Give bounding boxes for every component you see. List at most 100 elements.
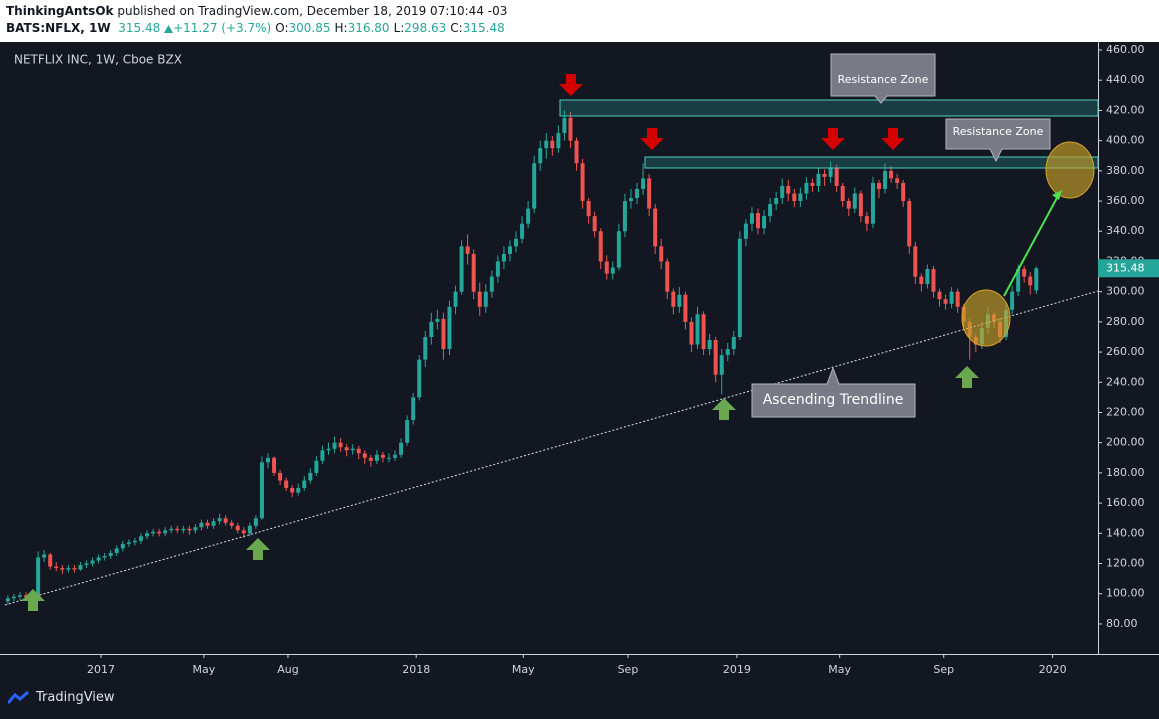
x-tick-label: Aug [277, 663, 298, 676]
candle-body [423, 336, 428, 360]
candle-body [931, 269, 936, 292]
candle-body [362, 453, 367, 458]
callout [945, 118, 1051, 163]
candle-body [368, 457, 373, 461]
ohlc-value: 315.48 [462, 21, 505, 35]
candle-body [749, 213, 754, 224]
candle-body [241, 530, 246, 534]
candle-body [731, 336, 736, 350]
candle-body [665, 261, 670, 292]
x-tick-label: 2018 [402, 663, 430, 676]
candle-body [610, 267, 615, 274]
candle-body [707, 339, 712, 350]
brand: TradingView [36, 690, 115, 705]
chart: NETFLIX INC, 1W, Cboe BZX Resistance Zon… [0, 42, 1159, 685]
candle-body [66, 568, 71, 570]
candle-body [326, 448, 331, 451]
candle-body [628, 198, 633, 202]
callout-text: Resistance Zone [838, 73, 929, 86]
candle-body [181, 528, 186, 531]
candle-body [78, 565, 83, 570]
candle-body [235, 525, 240, 531]
candle-body [526, 208, 531, 224]
candle-body [205, 522, 210, 526]
candle-body [138, 536, 143, 541]
header: ThinkingAntsOk published on TradingView.… [0, 0, 1159, 42]
y-tick-label: 120.00 [1106, 557, 1145, 570]
ohlc-label: L: [393, 21, 405, 35]
candle-body [265, 457, 270, 463]
candle-body [520, 223, 525, 239]
x-tick-label: Sep [933, 663, 954, 676]
candle-body [659, 246, 664, 262]
candle-body [580, 163, 585, 202]
candle-body [278, 472, 283, 481]
candle-body [598, 231, 603, 262]
candle-body [762, 216, 767, 229]
candle-body [870, 182, 875, 224]
candle-body [1010, 291, 1015, 310]
candle-body [616, 231, 621, 268]
candle-body [477, 291, 482, 307]
candle-body [290, 488, 295, 493]
candle-body [429, 321, 434, 337]
candle-body [507, 246, 512, 254]
candle-body [217, 518, 222, 522]
candle-body [126, 542, 131, 544]
y-tick-label: 80.00 [1106, 617, 1138, 630]
chart-title: NETFLIX INC, 1W, Cboe BZX [14, 53, 182, 67]
candle-body [683, 294, 688, 322]
candle-body [907, 201, 912, 247]
candle-body [937, 291, 942, 300]
candle-body [11, 596, 16, 599]
candle-body [272, 457, 277, 473]
candle-body [901, 182, 906, 202]
candle-body [641, 178, 646, 189]
candle-body [175, 528, 180, 531]
candle-body [471, 253, 476, 292]
candle-body [895, 178, 900, 183]
candle-body [689, 321, 694, 345]
y-tick-label: 220.00 [1106, 405, 1145, 418]
candle-body [635, 188, 640, 199]
ohlc-label: C: [450, 21, 463, 35]
candle-body [556, 133, 561, 149]
candle-body [350, 448, 355, 451]
quote-line: BATS:NFLX, 1W 315.48 +11.27 (+3.7%) O:300… [6, 21, 505, 35]
candle-body [574, 140, 579, 164]
x-tick-label: May [828, 663, 851, 676]
candle-body [302, 480, 307, 489]
candle-body [858, 193, 863, 217]
candle-body [314, 460, 319, 473]
candle-body [84, 563, 89, 566]
candle-body [834, 167, 839, 186]
candle-body [417, 359, 422, 398]
candle-body [913, 246, 918, 277]
x-tick-label: 2019 [723, 663, 751, 676]
candle-body [695, 314, 700, 345]
candle-body [1022, 269, 1027, 277]
candle-body [719, 355, 724, 375]
footer: TradingView [8, 690, 115, 705]
candle-body [211, 521, 216, 526]
candle-body [919, 276, 924, 285]
last-price-label: 315.48 [1106, 261, 1145, 274]
candle-body [743, 223, 748, 239]
candle-body [259, 462, 264, 519]
callout-text: Ascending Trendline [763, 392, 904, 408]
candle-body [568, 117, 573, 141]
candle-body [653, 208, 658, 247]
resistance-zone [559, 99, 1099, 117]
x-tick-label: May [192, 663, 215, 676]
candle-body [852, 193, 857, 209]
candle-body [828, 167, 833, 177]
candle-body [786, 185, 791, 194]
candle-body [604, 261, 609, 274]
candle-body [36, 557, 41, 596]
candle-body [840, 185, 845, 202]
candle-body [114, 548, 119, 553]
candle-body [622, 201, 627, 232]
candle-body [96, 557, 101, 561]
candle-body [296, 488, 301, 493]
